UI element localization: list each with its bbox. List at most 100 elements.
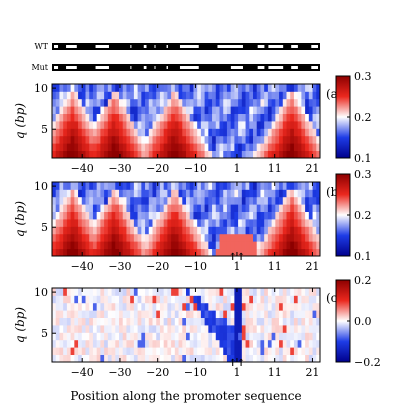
heatmap-cell <box>174 325 179 333</box>
heatmap-cell <box>182 211 187 220</box>
heatmap-cell <box>171 248 176 256</box>
heatmap-cell <box>256 354 261 362</box>
heatmap-cell <box>193 98 198 107</box>
heatmap-cell <box>171 143 176 151</box>
heatmap-cell <box>219 288 224 296</box>
heatmap-cell <box>234 310 239 318</box>
heatmap-cell <box>293 143 299 151</box>
heatmap-cell <box>115 302 120 311</box>
heatmap-cell <box>305 106 310 114</box>
heatmap-cell <box>159 121 165 129</box>
heatmap-cell <box>279 211 284 220</box>
heatmap-cell <box>245 106 250 114</box>
heatmap-cell <box>267 233 273 242</box>
heatmap-cell <box>226 226 232 235</box>
heatmap-cell <box>141 135 146 144</box>
heatmap-cell <box>186 347 191 355</box>
heatmap-cell <box>74 204 79 212</box>
heatmap-cell <box>226 288 232 296</box>
heatmap-cell <box>312 354 317 362</box>
heatmap-cell <box>279 354 284 362</box>
heatmap-cell <box>122 347 127 355</box>
heatmap-cell <box>63 248 68 256</box>
heatmap-cell <box>293 106 299 114</box>
heatmap-cell <box>301 98 306 107</box>
heatmap-cell <box>55 84 60 92</box>
heatmap-cell <box>193 295 198 304</box>
heatmap-cell <box>182 288 187 296</box>
heatmap-cell <box>234 211 239 220</box>
heatmap-cell <box>74 121 79 129</box>
heatmap-cell <box>282 143 287 151</box>
heatmap-cell <box>230 241 235 249</box>
heatmap-cell <box>152 219 157 227</box>
heatmap-cell <box>189 121 194 129</box>
heatmap-cell <box>193 347 198 355</box>
heatmap-cell <box>241 196 246 205</box>
heatmap-cell <box>182 106 187 114</box>
heatmap-cell <box>226 121 232 129</box>
heatmap-cell <box>141 325 146 333</box>
x-tick-label: 1 <box>233 162 240 175</box>
heatmap-cell <box>148 339 153 348</box>
heatmap-cell <box>256 91 261 100</box>
heatmap-cell <box>219 204 224 212</box>
heatmap-cell <box>293 135 299 144</box>
heatmap-cell <box>126 354 131 362</box>
heatmap-cell <box>89 310 94 318</box>
heatmap-cell <box>167 219 172 227</box>
heatmap-cell <box>245 248 250 256</box>
heatmap-cell <box>85 354 90 362</box>
heatmap-cell <box>223 106 228 114</box>
track-segment <box>95 66 109 69</box>
heatmap-cell <box>241 84 246 92</box>
heatmap-cell <box>115 310 120 318</box>
heatmap-cell <box>275 302 280 311</box>
heatmap-cell <box>297 121 302 129</box>
heatmap-cell <box>119 219 124 227</box>
heatmap-cell <box>148 106 153 114</box>
heatmap-cell <box>189 241 194 249</box>
heatmap-cell <box>89 106 94 114</box>
heatmap-cell <box>171 196 176 205</box>
heatmap-cell <box>256 106 261 114</box>
heatmap-cell <box>208 241 213 249</box>
heatmap-cell <box>279 302 284 311</box>
heatmap-cell <box>256 150 261 158</box>
heatmap-cell <box>297 219 302 227</box>
heatmap-cell <box>152 204 157 212</box>
heatmap-cell <box>59 332 64 341</box>
heatmap-cell <box>305 241 310 249</box>
heatmap-cell <box>85 288 90 296</box>
heatmap-cell <box>145 226 150 235</box>
heatmap-cell <box>171 295 176 304</box>
heatmap-cell <box>85 121 90 129</box>
heatmap-cell <box>167 233 172 242</box>
heatmap-cell <box>178 354 183 362</box>
heatmap-cell <box>282 241 287 249</box>
heatmap-cell <box>219 211 224 220</box>
heatmap-cell <box>66 121 72 129</box>
heatmap-cell <box>81 182 86 190</box>
heatmap-cell <box>197 295 202 304</box>
heatmap-cell <box>197 91 202 100</box>
heatmap-cell <box>92 204 98 212</box>
heatmap-cell <box>271 325 276 333</box>
heatmap-cell <box>126 310 131 318</box>
heatmap-cell <box>223 196 228 205</box>
heatmap-cell <box>282 98 287 107</box>
heatmap-cell <box>111 211 116 220</box>
heatmap-cell <box>100 332 105 341</box>
heatmap-cell <box>159 310 165 318</box>
heatmap-cell <box>189 310 194 318</box>
heatmap-cell <box>163 211 168 220</box>
heatmap-cell <box>197 325 202 333</box>
heatmap-cell <box>193 196 198 205</box>
heatmap-cell <box>249 295 254 304</box>
heatmap-cell <box>264 354 269 362</box>
heatmap-cell <box>52 128 57 137</box>
heatmap-cell <box>219 113 224 122</box>
heatmap-cell <box>111 135 116 144</box>
heatmap-cell <box>100 219 105 227</box>
heatmap-cell <box>74 189 79 198</box>
